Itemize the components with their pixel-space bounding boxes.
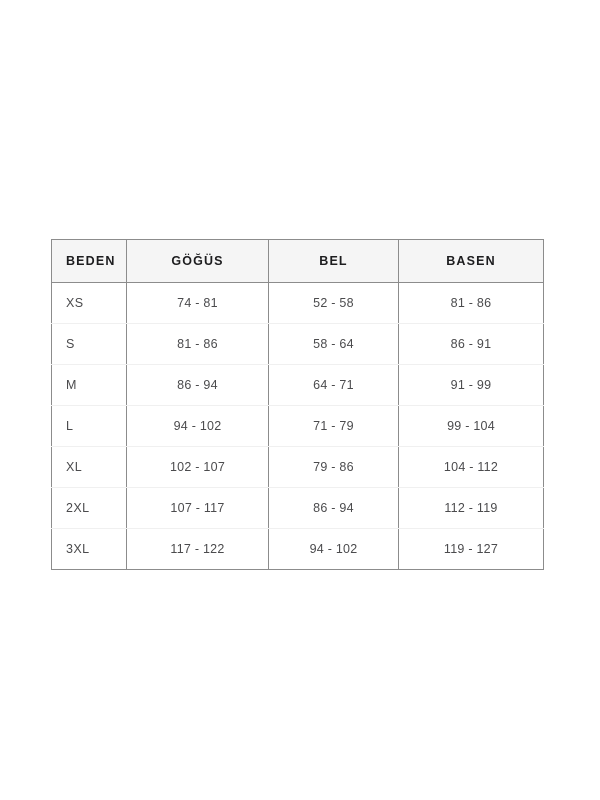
cell-size: XS <box>51 282 127 324</box>
cell-chest: 107 - 117 <box>126 487 269 529</box>
cell-waist: 64 - 71 <box>268 364 399 406</box>
cell-size: XL <box>51 446 127 488</box>
size-chart-table: BEDEN GÖĞÜS BEL BASEN XS 74 - 81 52 - 58… <box>51 239 544 570</box>
table-body: XS 74 - 81 52 - 58 81 - 86 S 81 - 86 58 … <box>51 282 544 570</box>
cell-size: S <box>51 323 127 365</box>
cell-waist: 58 - 64 <box>268 323 399 365</box>
table-header: BEDEN GÖĞÜS BEL BASEN <box>51 239 544 283</box>
column-header-size: BEDEN <box>51 239 127 283</box>
cell-waist: 52 - 58 <box>268 282 399 324</box>
cell-hip: 99 - 104 <box>398 405 544 447</box>
size-chart-container: BEDEN GÖĞÜS BEL BASEN XS 74 - 81 52 - 58… <box>51 239 544 570</box>
cell-size: L <box>51 405 127 447</box>
table-row: XS 74 - 81 52 - 58 81 - 86 <box>51 282 544 324</box>
cell-chest: 86 - 94 <box>126 364 269 406</box>
cell-hip: 112 - 119 <box>398 487 544 529</box>
cell-hip: 91 - 99 <box>398 364 544 406</box>
table-row: XL 102 - 107 79 - 86 104 - 112 <box>51 446 544 488</box>
cell-hip: 81 - 86 <box>398 282 544 324</box>
cell-chest: 102 - 107 <box>126 446 269 488</box>
table-row: 3XL 117 - 122 94 - 102 119 - 127 <box>51 528 544 570</box>
table-row: S 81 - 86 58 - 64 86 - 91 <box>51 323 544 365</box>
table-row: 2XL 107 - 117 86 - 94 112 - 119 <box>51 487 544 529</box>
cell-size: 2XL <box>51 487 127 529</box>
cell-hip: 104 - 112 <box>398 446 544 488</box>
column-header-waist: BEL <box>268 239 399 283</box>
cell-chest: 81 - 86 <box>126 323 269 365</box>
cell-size: M <box>51 364 127 406</box>
cell-waist: 79 - 86 <box>268 446 399 488</box>
cell-chest: 94 - 102 <box>126 405 269 447</box>
table-row: L 94 - 102 71 - 79 99 - 104 <box>51 405 544 447</box>
cell-chest: 117 - 122 <box>126 528 269 570</box>
cell-waist: 94 - 102 <box>268 528 399 570</box>
cell-hip: 119 - 127 <box>398 528 544 570</box>
column-header-chest: GÖĞÜS <box>126 239 269 283</box>
cell-hip: 86 - 91 <box>398 323 544 365</box>
cell-waist: 71 - 79 <box>268 405 399 447</box>
cell-size: 3XL <box>51 528 127 570</box>
table-header-row: BEDEN GÖĞÜS BEL BASEN <box>51 239 544 283</box>
column-header-hip: BASEN <box>398 239 544 283</box>
cell-chest: 74 - 81 <box>126 282 269 324</box>
table-row: M 86 - 94 64 - 71 91 - 99 <box>51 364 544 406</box>
cell-waist: 86 - 94 <box>268 487 399 529</box>
